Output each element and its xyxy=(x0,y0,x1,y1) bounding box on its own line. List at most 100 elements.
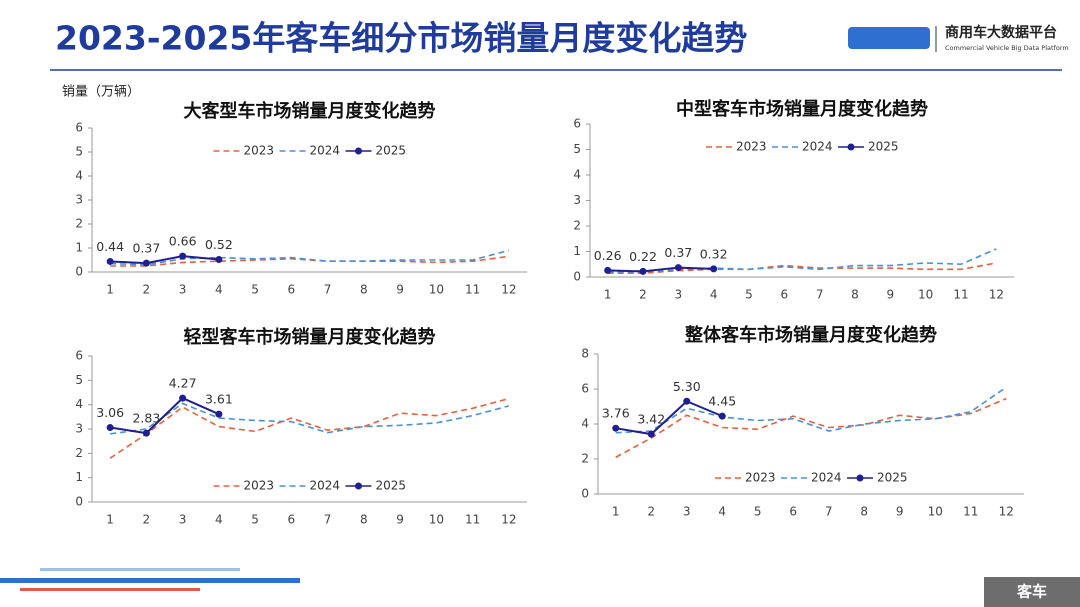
data-point xyxy=(106,424,114,432)
x-tick-label: 5 xyxy=(754,505,762,519)
legend-marker xyxy=(355,482,362,490)
footer-stripe xyxy=(0,578,300,583)
legend-label: 2025 xyxy=(877,471,908,485)
x-tick-label: 5 xyxy=(745,288,753,302)
y-tick-label: 2 xyxy=(75,446,83,460)
x-tick-label: 12 xyxy=(989,288,1004,302)
tag-box xyxy=(984,577,1080,607)
series-line xyxy=(109,396,220,435)
y-tick-label: 8 xyxy=(581,347,589,361)
footer-stripe xyxy=(40,568,240,571)
y-tick-label: 4 xyxy=(75,397,83,411)
y-tick-label: 1 xyxy=(75,241,83,255)
data-label: 0.37 xyxy=(664,245,692,260)
chart-title: 大客型车市场销量月度变化趋势 xyxy=(184,100,436,122)
data-point xyxy=(674,264,682,272)
y-tick-label: 2 xyxy=(581,452,589,466)
x-tick-label: 1 xyxy=(604,288,612,302)
data-point xyxy=(647,430,655,438)
x-tick-label: 8 xyxy=(360,513,368,527)
legend-marker xyxy=(856,474,864,482)
x-tick-label: 8 xyxy=(851,288,859,302)
x-tick-label: 9 xyxy=(396,513,404,527)
x-tick-label: 11 xyxy=(953,288,968,302)
series-line xyxy=(110,255,219,265)
x-tick-label: 6 xyxy=(288,513,296,527)
y-tick-label: 1 xyxy=(75,470,83,484)
y-tick-label: 6 xyxy=(573,117,581,131)
data-label: 4.45 xyxy=(708,394,736,409)
logo-subtitle: Commercial Vehicle Big Data Platform xyxy=(945,44,1069,52)
series-line xyxy=(607,262,997,274)
series-line xyxy=(607,266,714,273)
y-tick-label: 3 xyxy=(75,193,83,207)
data-label: 0.37 xyxy=(132,241,160,256)
data-point xyxy=(179,252,187,260)
legend-label: 2024 xyxy=(802,140,833,154)
legend-label: 2023 xyxy=(244,144,275,158)
y-tick-label: 6 xyxy=(75,349,83,363)
series-line xyxy=(615,397,1007,458)
data-point xyxy=(142,259,150,267)
y-tick-label: 2 xyxy=(573,219,581,233)
data-point xyxy=(106,257,114,265)
data-label: 5.30 xyxy=(673,379,701,394)
x-tick-label: 7 xyxy=(324,513,332,527)
x-tick-label: 10 xyxy=(429,513,444,527)
legend-label: 2025 xyxy=(376,144,407,158)
legend-label: 2024 xyxy=(310,144,341,158)
x-tick-label: 1 xyxy=(106,513,114,527)
x-tick-label: 11 xyxy=(963,505,978,519)
x-tick-label: 11 xyxy=(465,513,480,527)
x-tick-label: 12 xyxy=(999,505,1014,519)
x-tick-label: 5 xyxy=(251,513,259,527)
chart-title: 整体客车市场销量月度变化趋势 xyxy=(684,324,937,346)
y-tick-label: 4 xyxy=(75,169,83,183)
x-tick-label: 10 xyxy=(928,505,943,519)
x-tick-label: 9 xyxy=(896,505,904,519)
x-tick-label: 6 xyxy=(789,505,797,519)
data-label: 3.61 xyxy=(205,392,233,407)
x-tick-label: 10 xyxy=(918,288,933,302)
logo-mark xyxy=(848,27,930,49)
x-tick-label: 8 xyxy=(860,505,868,519)
data-label: 4.27 xyxy=(169,376,197,391)
x-tick-label: 4 xyxy=(710,288,718,302)
x-tick-label: 2 xyxy=(143,283,151,297)
data-label: 0.22 xyxy=(629,249,657,264)
unit-label: 销量（万辆） xyxy=(62,85,140,100)
data-point xyxy=(215,256,223,264)
x-tick-label: 12 xyxy=(501,513,516,527)
x-tick-label: 4 xyxy=(215,283,223,297)
legend-label: 2023 xyxy=(745,471,776,485)
series-line xyxy=(109,397,510,459)
x-tick-label: 12 xyxy=(501,283,516,297)
x-tick-label: 9 xyxy=(887,288,895,302)
data-point xyxy=(604,266,612,274)
x-tick-label: 3 xyxy=(675,288,683,302)
legend-label: 2025 xyxy=(376,479,407,493)
data-point xyxy=(179,394,187,402)
y-tick-label: 5 xyxy=(75,145,83,159)
data-point xyxy=(718,412,726,420)
footer-decoration xyxy=(0,568,300,591)
page-title: 2023-2025年客车细分市场销量月度变化趋势 xyxy=(55,19,747,58)
x-tick-label: 2 xyxy=(143,513,151,527)
legend-label: 2024 xyxy=(811,471,842,485)
logo-name: 商用车大数据平台 xyxy=(945,24,1057,41)
x-tick-label: 1 xyxy=(612,505,620,519)
x-tick-label: 11 xyxy=(465,283,480,297)
data-label: 0.26 xyxy=(594,248,622,263)
series-line xyxy=(110,249,510,266)
y-tick-label: 3 xyxy=(573,193,581,207)
y-tick-label: 0 xyxy=(573,270,581,284)
data-point xyxy=(612,424,620,432)
y-tick-label: 5 xyxy=(573,142,581,156)
data-label: 0.32 xyxy=(700,246,728,261)
x-tick-label: 4 xyxy=(718,505,726,519)
x-tick-label: 8 xyxy=(360,283,368,297)
